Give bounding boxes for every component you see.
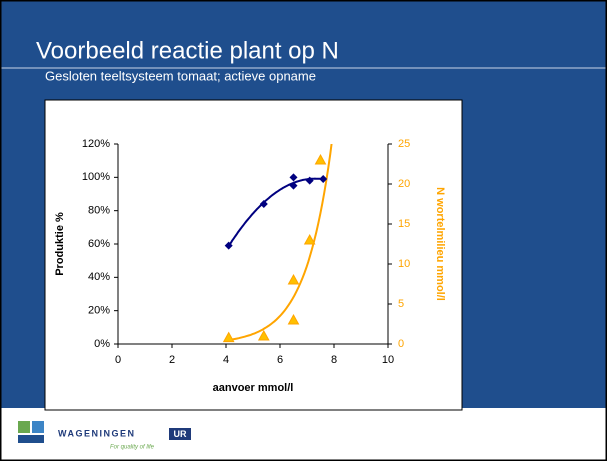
x-axis-title: aanvoer mmol/l	[213, 382, 294, 394]
data-point	[314, 153, 327, 165]
logo-icon	[32, 421, 44, 433]
x-tick-label: 6	[277, 354, 283, 366]
y2-tick-label: 5	[398, 298, 404, 310]
y-tick-label: 100%	[82, 171, 110, 183]
data-point	[319, 175, 328, 183]
data-point	[224, 241, 233, 250]
x-tick-label: 10	[382, 354, 394, 366]
chart-box	[44, 99, 463, 411]
logo-name: WAGENINGEN	[58, 428, 136, 438]
x-tick-label: 2	[169, 354, 175, 366]
data-point	[287, 313, 300, 325]
data-point	[257, 329, 270, 341]
data-point	[259, 200, 268, 208]
data-point	[305, 176, 314, 185]
y-tick-label: 120%	[82, 138, 110, 150]
y2-tick-label: 15	[398, 218, 410, 230]
logo-icon	[18, 435, 44, 443]
logo-badge	[169, 428, 191, 440]
y-tick-label: 40%	[88, 271, 110, 283]
y-tick-label: 80%	[88, 205, 110, 217]
data-point	[303, 233, 316, 245]
data-point	[289, 173, 298, 182]
logo: WAGENINGEN UR For quality of life	[18, 421, 191, 451]
slide-subtitle: Gesloten teeltsysteem tomaat; actieve op…	[45, 68, 316, 83]
y2-tick-label: 25	[398, 138, 410, 150]
x-tick-label: 0	[115, 354, 121, 366]
slide-title: Voorbeeld reactie plant op N	[36, 37, 339, 64]
y-axis-title: Produktie %	[54, 212, 66, 276]
y2-tick-label: 20	[398, 178, 410, 190]
y-tick-label: 20%	[88, 305, 110, 317]
data-point	[289, 181, 298, 190]
data-point	[222, 331, 235, 343]
y2-tick-label: 10	[398, 258, 410, 270]
y2-tick-label: 0	[398, 338, 404, 350]
y-tick-label: 0%	[94, 338, 110, 350]
logo-icon	[18, 421, 30, 433]
x-tick-label: 4	[223, 354, 229, 366]
y2-axis-title: N wortelmilieu mmol/l	[434, 187, 446, 301]
trendline	[228, 144, 333, 341]
logo-badge-text: UR	[174, 429, 187, 439]
y-tick-label: 60%	[88, 238, 110, 250]
logo-tagline: For quality of life	[110, 445, 155, 451]
x-tick-label: 8	[331, 354, 337, 366]
data-point	[287, 273, 300, 285]
